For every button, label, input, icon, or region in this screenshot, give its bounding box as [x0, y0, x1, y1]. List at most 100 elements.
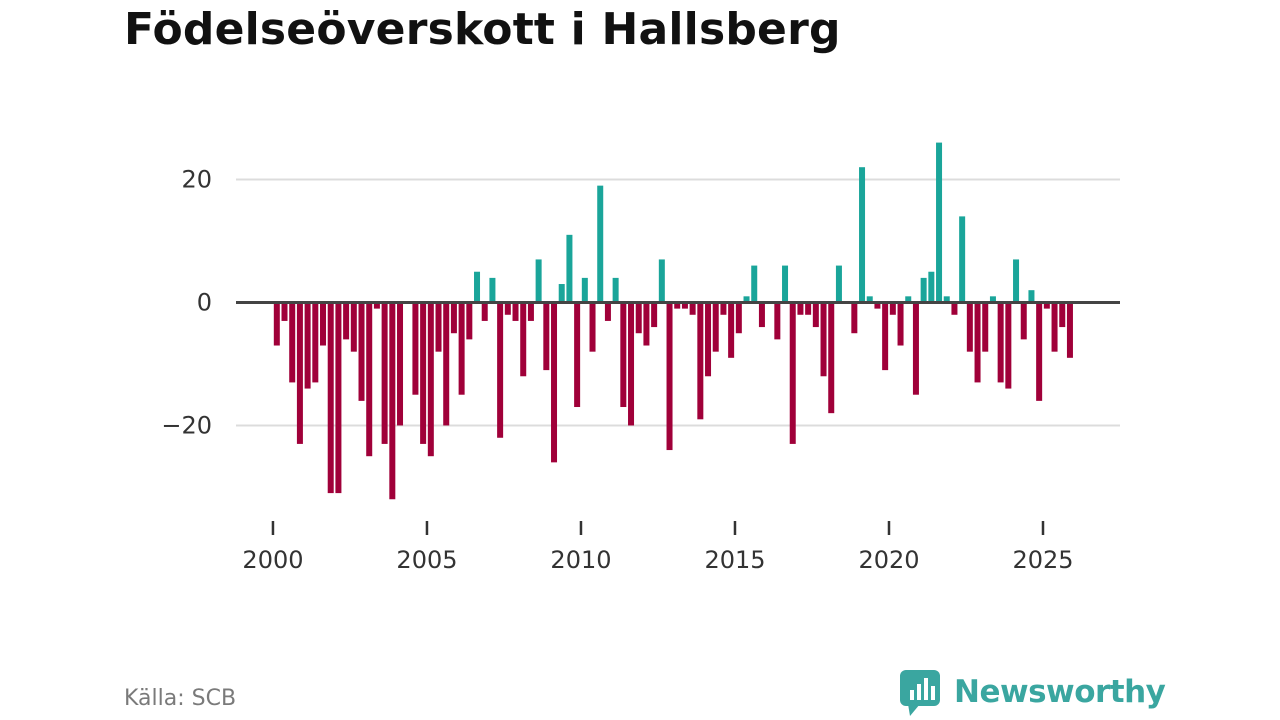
- bar: [566, 234, 573, 303]
- bar: [558, 284, 565, 303]
- x-tick-label: 2005: [396, 546, 457, 574]
- source-label: Källa: SCB: [124, 686, 237, 711]
- bar: [751, 265, 758, 303]
- bar: [604, 302, 611, 321]
- bar: [304, 302, 311, 389]
- brand-name: Newsworthy: [954, 674, 1166, 710]
- bar: [1028, 290, 1035, 303]
- bar: [635, 302, 642, 334]
- bar: [620, 302, 627, 408]
- x-tick-label: 2010: [550, 546, 611, 574]
- bar: [481, 302, 488, 321]
- x-tick-label: 2020: [858, 546, 919, 574]
- bar: [943, 296, 950, 303]
- bar: [643, 302, 650, 346]
- bar: [720, 302, 727, 315]
- bar: [420, 302, 427, 444]
- x-tick-label: 2015: [704, 546, 765, 574]
- bar: [959, 216, 966, 303]
- bar: [373, 302, 380, 309]
- bar: [712, 302, 719, 352]
- bar: [551, 302, 558, 463]
- bar: [705, 302, 712, 377]
- bar: [1036, 302, 1043, 401]
- bar: [797, 302, 804, 315]
- bar: [912, 302, 919, 395]
- bar: [828, 302, 835, 414]
- bars: [273, 142, 1073, 500]
- bar: [543, 302, 550, 371]
- bar: [743, 296, 750, 303]
- bar: [458, 302, 465, 395]
- bar: [897, 302, 904, 346]
- bar: [982, 302, 989, 352]
- bar-chart-speech-bubble-icon: [900, 670, 940, 716]
- bar: [782, 265, 789, 303]
- bar: [466, 302, 473, 340]
- chart-title: Födelseöverskott i Hallsberg: [124, 4, 841, 55]
- bar: [805, 302, 812, 315]
- bar: [728, 302, 735, 358]
- newsworthy-logo: Newsworthy: [900, 668, 1166, 716]
- y-tick-label: 0: [197, 288, 212, 316]
- bar: [666, 302, 673, 451]
- bar: [296, 302, 303, 444]
- bar: [281, 302, 288, 321]
- bar: [966, 302, 973, 352]
- x-tick-label: 2000: [242, 546, 303, 574]
- bar: [928, 271, 935, 303]
- bar: [658, 259, 665, 303]
- bar: [335, 302, 342, 494]
- bar: [874, 302, 881, 309]
- bar: [527, 302, 534, 321]
- bar: [758, 302, 765, 328]
- x-axis-ticks: 2000 2005 2010 2015 2020 2025: [242, 521, 1074, 574]
- bar: [389, 302, 396, 500]
- bar: [450, 302, 457, 334]
- bar: [520, 302, 527, 377]
- bar: [1066, 302, 1073, 358]
- bar: [835, 265, 842, 303]
- bar: [350, 302, 357, 352]
- bar: [358, 302, 365, 401]
- bar: [951, 302, 958, 315]
- x-tick-label: 2025: [1012, 546, 1073, 574]
- bar: [597, 185, 604, 303]
- bar: [343, 302, 350, 340]
- bar: [681, 302, 688, 309]
- bar: [366, 302, 373, 457]
- bar: [1013, 259, 1020, 303]
- bar: [866, 296, 873, 303]
- bar: [427, 302, 434, 457]
- bar: [381, 302, 388, 444]
- bar: [889, 302, 896, 315]
- bar: [628, 302, 635, 426]
- bar: [327, 302, 334, 494]
- bar: [1051, 302, 1058, 352]
- bar: [812, 302, 819, 328]
- y-tick-label: −20: [161, 411, 212, 439]
- bar: [997, 302, 1004, 383]
- bar: [1005, 302, 1012, 389]
- bar: [882, 302, 889, 371]
- bar: [974, 302, 981, 383]
- bar: [320, 302, 327, 346]
- bar: [535, 259, 542, 303]
- bar: [820, 302, 827, 377]
- bar: [851, 302, 858, 334]
- bar: [589, 302, 596, 352]
- bar: [443, 302, 450, 426]
- bar: [397, 302, 404, 426]
- bar: [936, 142, 943, 303]
- bar: [697, 302, 704, 420]
- bar: [435, 302, 442, 352]
- bar: [735, 302, 742, 334]
- bar: [273, 302, 280, 346]
- bar: [489, 277, 496, 303]
- bar: [312, 302, 319, 383]
- bar: [574, 302, 581, 408]
- bar: [774, 302, 781, 340]
- bar: [1043, 302, 1050, 309]
- bar: [289, 302, 296, 383]
